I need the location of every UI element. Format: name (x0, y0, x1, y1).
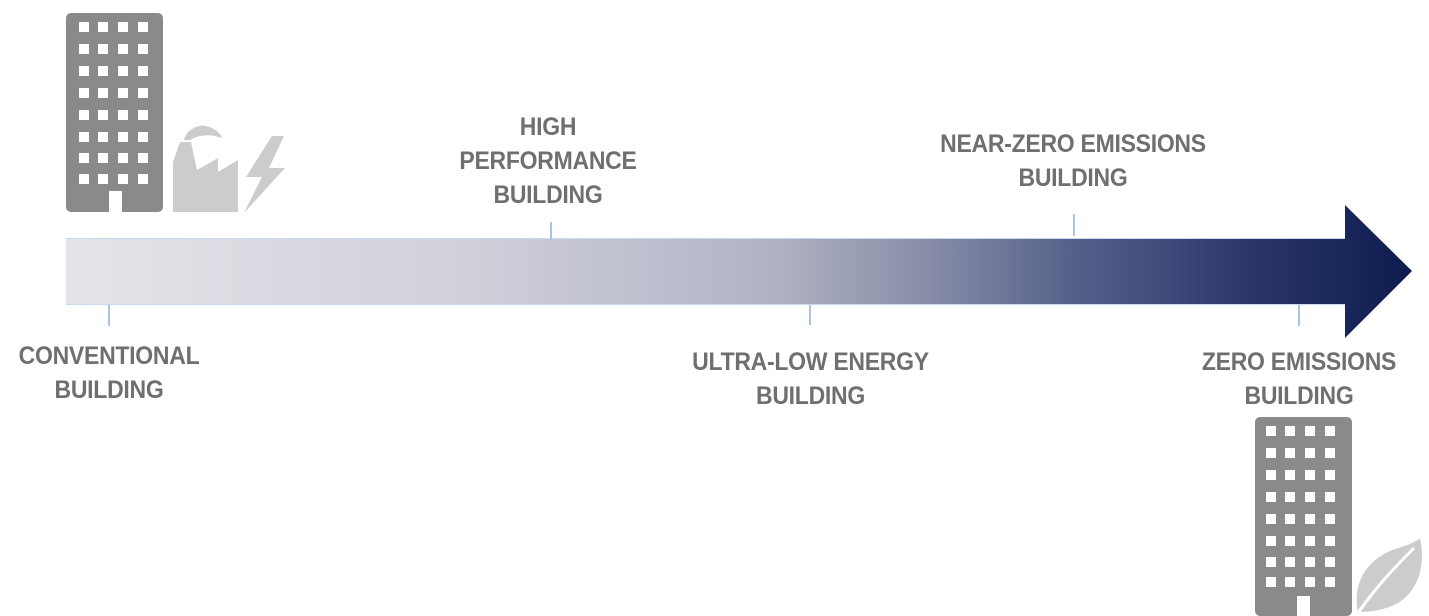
label-line: ZERO EMISSIONS (1201, 348, 1397, 376)
label-line: HIGH (519, 113, 577, 141)
label-line: BUILDING (54, 376, 164, 404)
label-line: BUILDING (493, 181, 603, 209)
label-high-performance-building: HIGH PERFORMANCE BUILDING (446, 110, 650, 212)
label-line: CONVENTIONAL (18, 342, 200, 370)
label-line: NEAR-ZERO EMISSIONS (940, 130, 1206, 158)
label-ultra-low-energy-building: ULTRA-LOW ENERGY BUILDING (679, 345, 941, 413)
label-near-zero-emissions-building: NEAR-ZERO EMISSIONS BUILDING (921, 127, 1225, 195)
label-zero-emissions-building: ZERO EMISSIONS BUILDING (1188, 345, 1411, 413)
label-line: PERFORMANCE (459, 147, 637, 175)
leaf-icon (1354, 538, 1422, 616)
building-icon (66, 13, 163, 212)
label-line: BUILDING (1244, 382, 1354, 410)
lightning-icon (244, 136, 285, 213)
label-line: ULTRA-LOW ENERGY (692, 348, 929, 376)
building-icon (1255, 417, 1352, 616)
label-line: BUILDING (756, 382, 865, 410)
progression-arrow (66, 205, 1412, 338)
label-conventional-building: CONVENTIONAL BUILDING (9, 339, 210, 407)
factory-icon (173, 125, 238, 212)
label-line: BUILDING (1018, 164, 1128, 192)
